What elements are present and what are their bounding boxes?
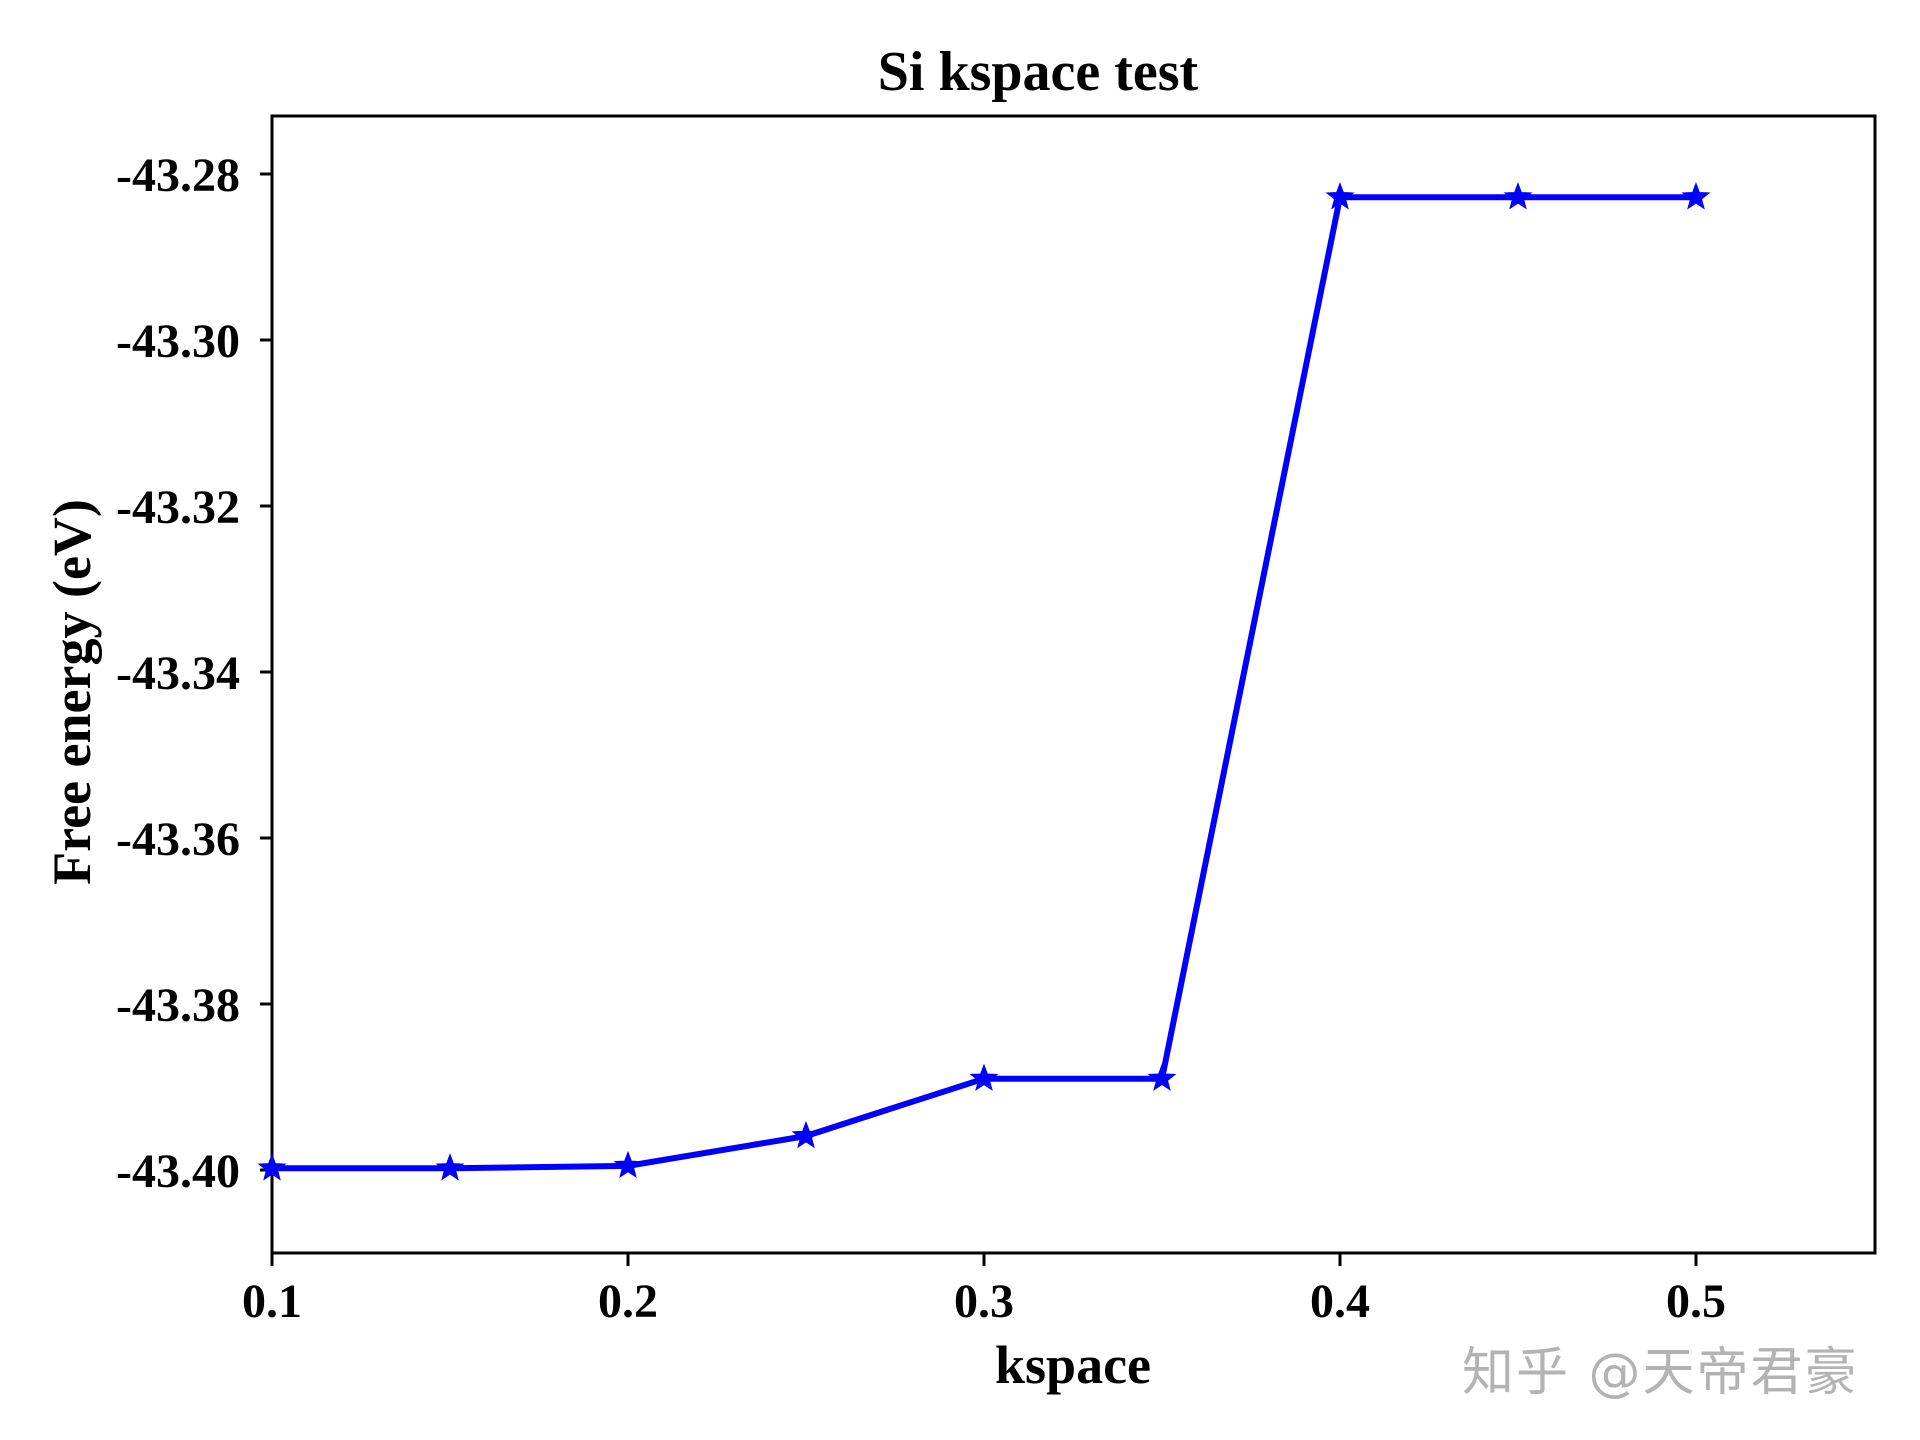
y-tick-label: -43.34 <box>116 647 240 700</box>
x-tick-label: 0.5 <box>1666 1275 1726 1328</box>
star-marker-icon <box>613 1150 643 1179</box>
star-marker-icon <box>791 1120 821 1149</box>
y-tick-label: -43.32 <box>116 481 240 534</box>
data-markers <box>257 182 1711 1181</box>
x-tick-label: 0.4 <box>1310 1275 1370 1328</box>
x-tick-label: 0.2 <box>598 1275 658 1328</box>
star-marker-icon <box>1503 182 1533 210</box>
y-tick-label: -43.38 <box>116 979 240 1032</box>
series-free-energy <box>257 182 1711 1181</box>
x-axis-ticks: 0.1 0.2 0.3 0.4 0.5 <box>242 1253 1726 1328</box>
chart-title: Si kspace test <box>878 41 1199 103</box>
star-marker-icon <box>257 1153 287 1181</box>
watermark-text: 知乎 @天帝君豪 <box>1462 1343 1859 1403</box>
y-axis-ticks: -43.28 -43.30 -43.32 -43.34 -43.36 -43.38 -43.… <box>116 149 272 1198</box>
y-tick-label: -43.36 <box>116 813 240 866</box>
plot-area <box>270 114 1877 1255</box>
y-tick-label: -43.30 <box>116 315 240 368</box>
star-marker-icon <box>435 1153 465 1181</box>
y-axis-label: Free energy (eV) <box>42 499 102 885</box>
star-marker-icon <box>969 1063 999 1091</box>
y-tick-label: -43.40 <box>116 1145 240 1198</box>
x-axis-label: kspace <box>995 1335 1151 1395</box>
star-marker-icon <box>1147 1063 1177 1091</box>
y-tick-label: -43.28 <box>116 149 240 202</box>
star-marker-icon <box>1325 182 1355 210</box>
x-tick-label: 0.3 <box>954 1275 1014 1328</box>
star-marker-icon <box>1681 182 1711 210</box>
x-tick-label: 0.1 <box>242 1275 302 1328</box>
